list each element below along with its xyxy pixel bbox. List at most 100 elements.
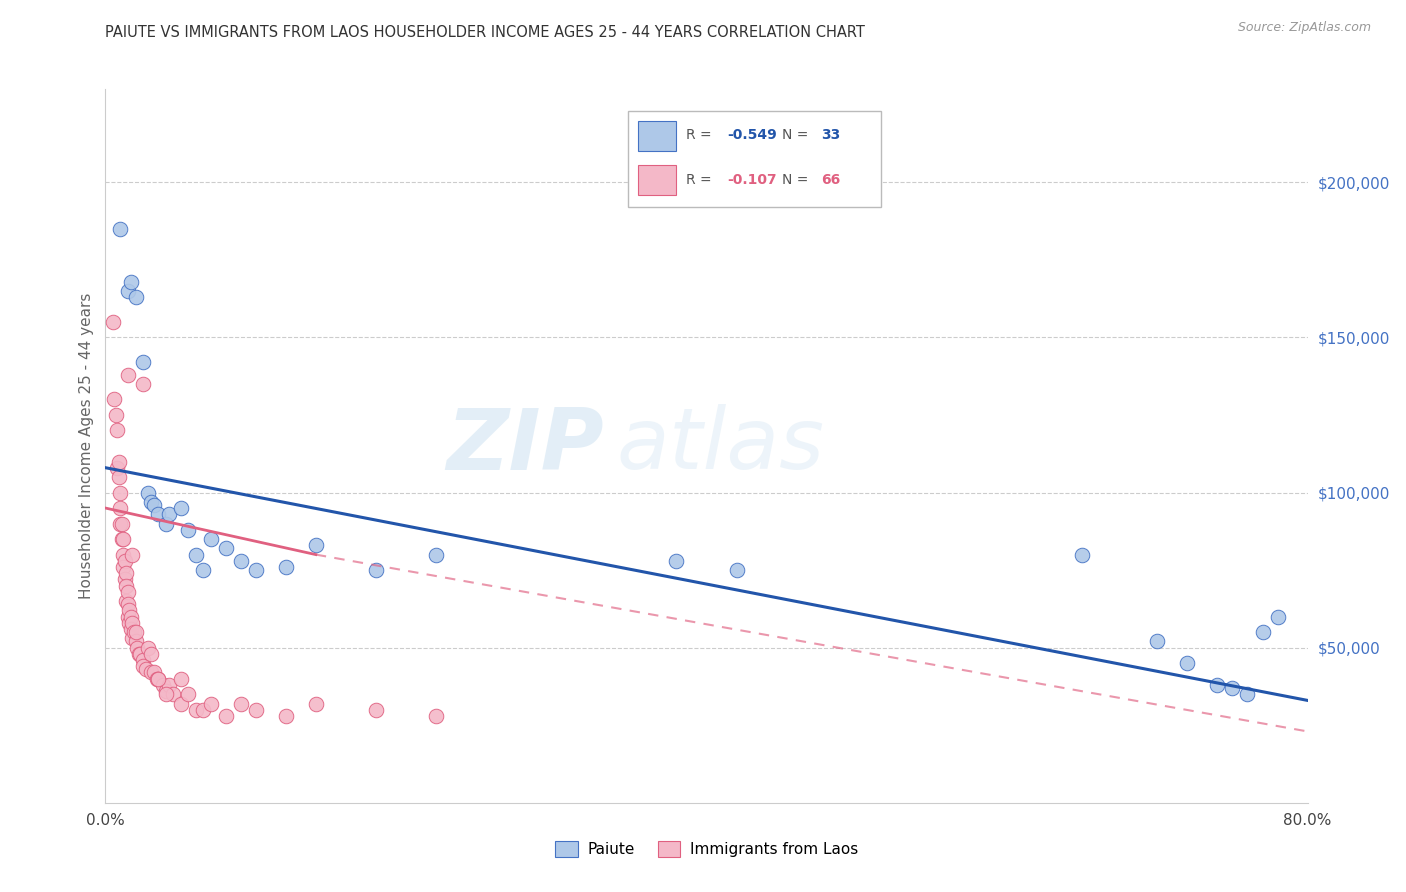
Point xyxy=(725,563,748,577)
Point xyxy=(169,501,191,516)
Text: N =: N = xyxy=(782,173,813,187)
Point xyxy=(112,560,135,574)
Point xyxy=(142,665,165,680)
Point xyxy=(229,554,252,568)
Point xyxy=(132,659,155,673)
Point xyxy=(132,376,155,391)
Text: -0.107: -0.107 xyxy=(727,173,776,187)
Point xyxy=(111,516,134,531)
Point xyxy=(110,222,132,236)
Point xyxy=(184,548,207,562)
FancyBboxPatch shape xyxy=(628,111,880,207)
Point xyxy=(118,615,141,630)
Text: PAIUTE VS IMMIGRANTS FROM LAOS HOUSEHOLDER INCOME AGES 25 - 44 YEARS CORRELATION: PAIUTE VS IMMIGRANTS FROM LAOS HOUSEHOLD… xyxy=(105,25,865,40)
Point xyxy=(136,485,159,500)
Point xyxy=(177,523,200,537)
Point xyxy=(152,678,174,692)
Point xyxy=(115,594,138,608)
Point xyxy=(245,703,267,717)
Point xyxy=(121,632,143,646)
Point xyxy=(117,368,139,382)
Point xyxy=(145,672,167,686)
Point xyxy=(117,609,139,624)
Point xyxy=(111,532,134,546)
Point xyxy=(229,697,252,711)
Point xyxy=(112,532,135,546)
Point xyxy=(122,625,145,640)
Point xyxy=(146,672,169,686)
Point xyxy=(1251,625,1274,640)
Point xyxy=(120,622,142,636)
Point xyxy=(107,460,129,475)
Point xyxy=(305,538,328,552)
Point xyxy=(146,508,169,522)
Point xyxy=(103,392,125,407)
Point xyxy=(114,554,136,568)
Bar xyxy=(638,165,676,195)
Point xyxy=(108,454,131,468)
Point xyxy=(177,687,200,701)
Point xyxy=(136,640,159,655)
Point xyxy=(200,532,222,546)
Text: Source: ZipAtlas.com: Source: ZipAtlas.com xyxy=(1237,21,1371,34)
Point xyxy=(121,548,143,562)
Point xyxy=(425,548,447,562)
Point xyxy=(184,703,207,717)
Text: atlas: atlas xyxy=(616,404,824,488)
Point xyxy=(155,516,177,531)
Point xyxy=(214,541,236,556)
Point xyxy=(274,709,297,723)
Point xyxy=(135,662,157,676)
Point xyxy=(108,470,131,484)
Point xyxy=(214,709,236,723)
Text: ZIP: ZIP xyxy=(447,404,605,488)
Point xyxy=(115,579,138,593)
Text: 66: 66 xyxy=(821,173,839,187)
Point xyxy=(110,485,132,500)
Point xyxy=(1206,678,1229,692)
Text: R =: R = xyxy=(686,128,716,142)
Text: -0.549: -0.549 xyxy=(727,128,776,142)
Point xyxy=(110,516,132,531)
Text: N =: N = xyxy=(782,128,813,142)
Point xyxy=(124,290,146,304)
Point xyxy=(155,687,177,701)
Point xyxy=(107,424,129,438)
Point xyxy=(104,408,127,422)
Y-axis label: Householder Income Ages 25 - 44 years: Householder Income Ages 25 - 44 years xyxy=(79,293,94,599)
Point xyxy=(120,609,142,624)
Point xyxy=(364,703,387,717)
Point xyxy=(118,603,141,617)
Point xyxy=(364,563,387,577)
Legend: Paiute, Immigrants from Laos: Paiute, Immigrants from Laos xyxy=(550,835,863,863)
Point xyxy=(120,275,142,289)
Point xyxy=(110,501,132,516)
Point xyxy=(139,495,162,509)
Point xyxy=(665,554,688,568)
Point xyxy=(157,508,180,522)
Point xyxy=(132,355,155,369)
Point xyxy=(305,697,328,711)
Point xyxy=(117,597,139,611)
Point xyxy=(121,615,143,630)
Point xyxy=(101,315,124,329)
Point xyxy=(155,684,177,698)
Point xyxy=(1071,548,1094,562)
Point xyxy=(274,560,297,574)
Text: 33: 33 xyxy=(821,128,839,142)
Point xyxy=(124,634,146,648)
Point xyxy=(1146,634,1168,648)
Bar xyxy=(638,121,676,151)
Point xyxy=(245,563,267,577)
Point xyxy=(169,697,191,711)
Point xyxy=(142,498,165,512)
Point xyxy=(157,678,180,692)
Point xyxy=(129,647,152,661)
Point xyxy=(200,697,222,711)
Point xyxy=(146,672,169,686)
Text: R =: R = xyxy=(686,173,716,187)
Point xyxy=(191,563,214,577)
Point xyxy=(114,573,136,587)
Point xyxy=(124,625,146,640)
Point xyxy=(139,665,162,680)
